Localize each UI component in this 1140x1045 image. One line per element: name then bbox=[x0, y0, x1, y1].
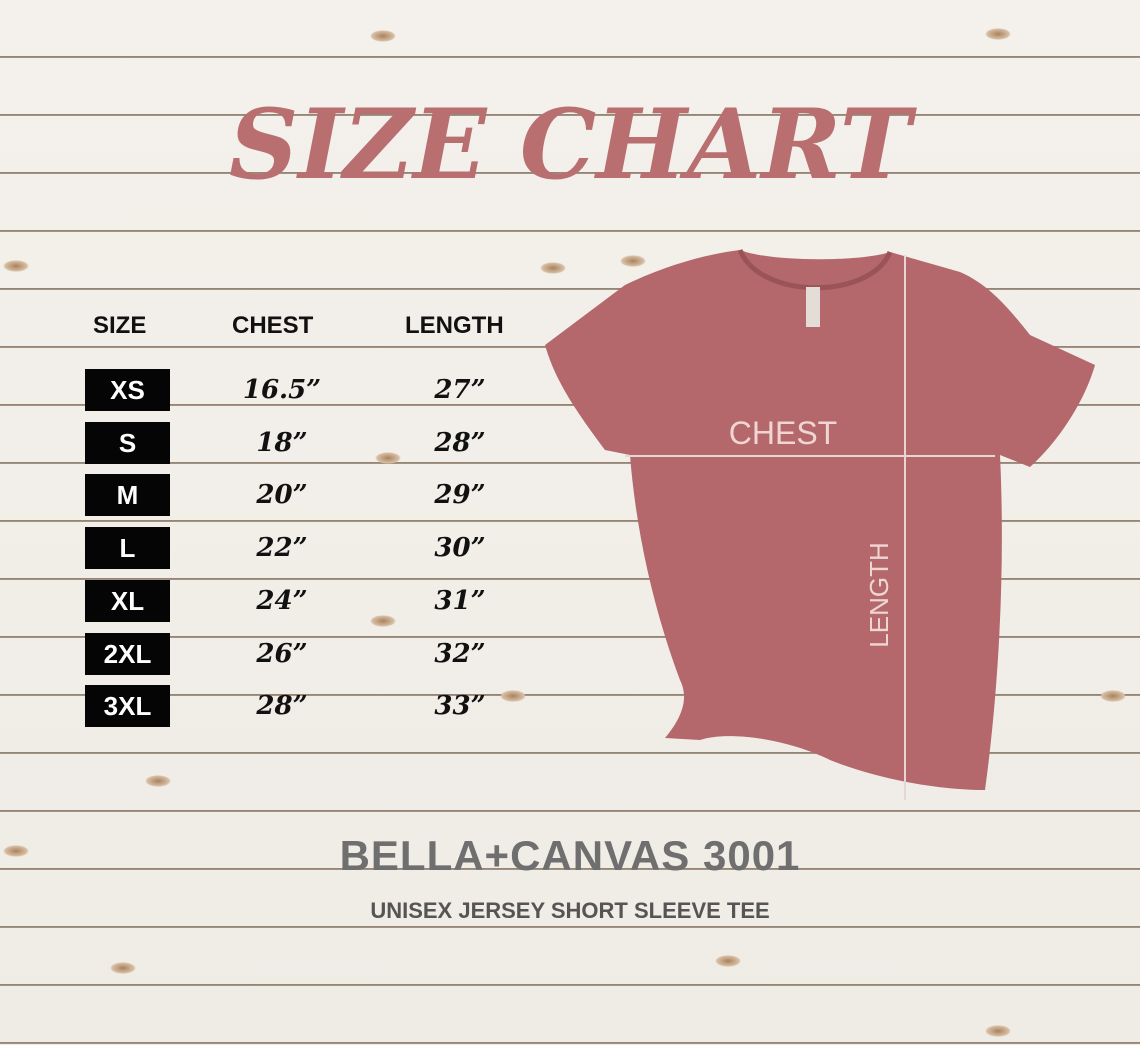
header-chest: CHEST bbox=[232, 312, 314, 339]
size-badge: M bbox=[85, 474, 170, 517]
length-value: 30” bbox=[434, 533, 486, 564]
length-value: 27” bbox=[434, 375, 486, 405]
length-value: 31” bbox=[434, 585, 486, 616]
length-value: 33” bbox=[434, 691, 486, 722]
chest-value: 24” bbox=[256, 585, 308, 616]
size-badge: XS bbox=[85, 369, 170, 411]
chest-value: 22” bbox=[256, 533, 308, 564]
size-badge: XL bbox=[85, 579, 170, 622]
chest-value: 16.5” bbox=[242, 375, 322, 405]
chest-value: 26” bbox=[256, 638, 308, 669]
length-value: 32” bbox=[434, 638, 486, 669]
chest-value: 18” bbox=[256, 427, 308, 458]
header-length: LENGTH bbox=[405, 312, 504, 339]
page-title: SIZE CHART bbox=[228, 88, 912, 201]
size-badge: 3XL bbox=[85, 685, 170, 728]
length-value: 28” bbox=[434, 427, 486, 458]
size-badge: 2XL bbox=[85, 632, 170, 675]
size-badge: L bbox=[85, 527, 170, 570]
header-size: SIZE bbox=[93, 312, 147, 339]
size-badge: S bbox=[85, 421, 170, 464]
length-value: 29” bbox=[434, 480, 486, 511]
brand-description: UNISEX JERSEY SHORT SLEEVE TEE bbox=[370, 898, 770, 923]
tshirt-image bbox=[545, 250, 1095, 790]
label-tag bbox=[806, 287, 820, 327]
length-label: LENGTH bbox=[864, 542, 894, 647]
chest-value: 20” bbox=[256, 480, 308, 511]
brand-model: BELLA+CANVAS 3001 bbox=[339, 832, 801, 879]
chest-label: CHEST bbox=[729, 415, 837, 451]
chest-value: 28” bbox=[256, 691, 308, 722]
